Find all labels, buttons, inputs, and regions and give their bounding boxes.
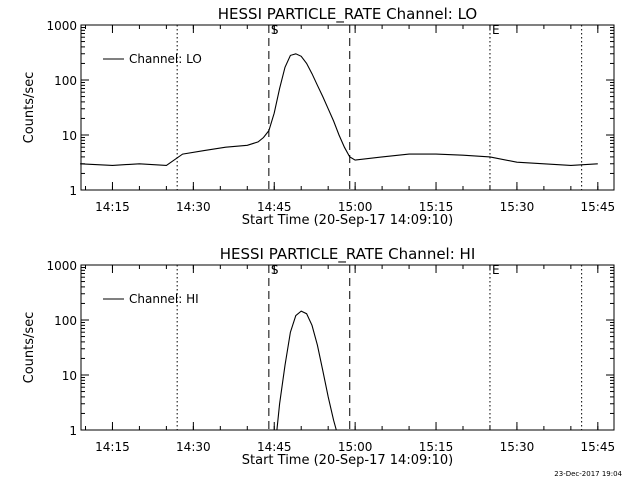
x-tick-label: 14:15 (95, 200, 130, 214)
y-tick-label: 1 (69, 424, 77, 438)
x-tick-label: 15:30 (500, 200, 535, 214)
x-tick-label: 14:45 (257, 200, 292, 214)
x-axis-label: Start Time (20-Sep-17 14:09:10) (242, 453, 453, 468)
x-tick-label: 14:30 (176, 440, 211, 454)
x-tick-label: 14:30 (176, 200, 211, 214)
start-marker-label: S (271, 23, 279, 37)
x-tick-label: 15:00 (338, 440, 373, 454)
legend-label: Channel: HI (129, 292, 199, 306)
footer-date: 23-Dec-2017 19:04 (554, 470, 622, 478)
y-tick-label: 1 (69, 184, 77, 198)
y-tick-label: 100 (54, 74, 77, 88)
y-axis-label: Counts/sec (22, 312, 37, 384)
plot-frame (80, 24, 615, 191)
chart-panel-hi: HESSI PARTICLE_RATE Channel: HI 1 10 100 100… (22, 245, 615, 468)
chart-panel-lo: HESSI PARTICLE_RATE Channel: LO 1 10 100 100… (22, 5, 615, 228)
x-tick-label: 15:45 (581, 200, 616, 214)
x-tick-label: 15:15 (419, 200, 454, 214)
y-tick-label: 10 (62, 369, 77, 383)
x-tick-label: 15:30 (500, 440, 535, 454)
y-tick-label: 1000 (46, 19, 77, 33)
y-tick-label: 1000 (46, 259, 77, 273)
y-tick-label: 100 (54, 314, 77, 328)
series-line (80, 53, 598, 166)
x-tick-label: 15:15 (419, 440, 454, 454)
x-tick-label: 15:00 (338, 200, 373, 214)
start-marker-label: S (271, 263, 279, 277)
x-tick-label: 14:15 (95, 440, 130, 454)
x-axis-label: Start Time (20-Sep-17 14:09:10) (242, 213, 453, 228)
series-line (276, 310, 337, 431)
y-tick-label: 10 (62, 129, 77, 143)
legend-label: Channel: LO (129, 52, 202, 66)
chart-title: HESSI PARTICLE_RATE Channel: HI (220, 245, 476, 264)
y-axis-label: Counts/sec (22, 72, 37, 144)
x-tick-label: 14:45 (257, 440, 292, 454)
chart-title: HESSI PARTICLE_RATE Channel: LO (218, 5, 477, 24)
plot-frame (80, 264, 615, 431)
end-marker-label: E (492, 23, 500, 37)
end-marker-label: E (492, 263, 500, 277)
x-tick-label: 15:45 (581, 440, 616, 454)
